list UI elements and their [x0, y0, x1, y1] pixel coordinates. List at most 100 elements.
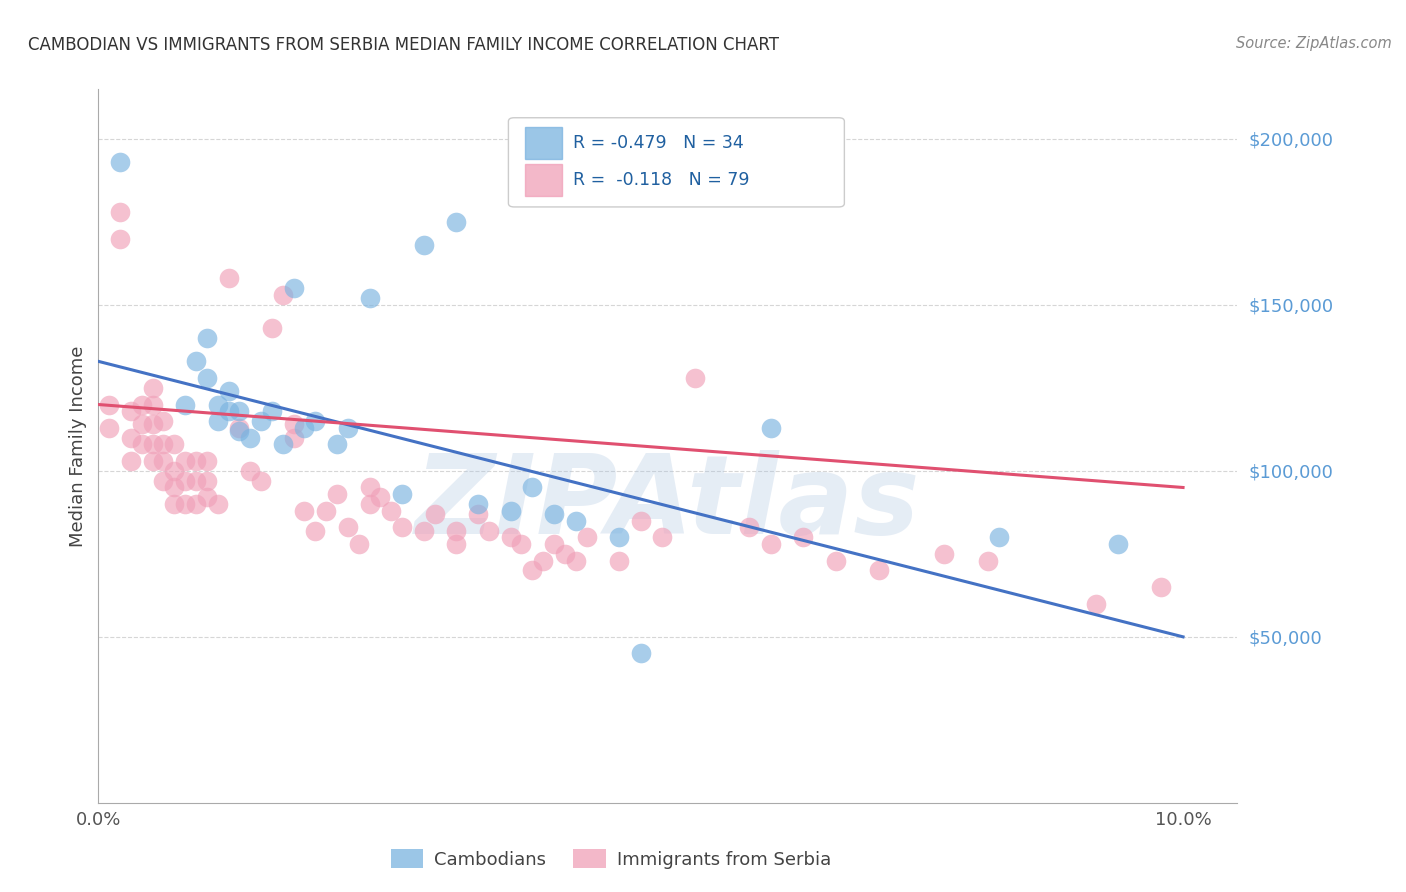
- Point: [522, 564, 544, 578]
- Point: [304, 524, 326, 538]
- FancyBboxPatch shape: [509, 118, 845, 207]
- Point: [271, 437, 294, 451]
- Point: [195, 331, 218, 345]
- Point: [195, 474, 218, 488]
- Point: [108, 155, 131, 169]
- Point: [412, 524, 434, 538]
- Point: [1085, 597, 1108, 611]
- Point: [283, 281, 305, 295]
- Point: [174, 397, 197, 411]
- Point: [120, 431, 142, 445]
- Point: [759, 537, 782, 551]
- Point: [184, 497, 207, 511]
- Point: [868, 564, 890, 578]
- Point: [564, 553, 586, 567]
- Point: [825, 553, 848, 567]
- Point: [142, 397, 165, 411]
- Point: [359, 497, 381, 511]
- Point: [184, 474, 207, 488]
- Point: [446, 524, 468, 538]
- Point: [152, 474, 174, 488]
- Point: [184, 354, 207, 368]
- Point: [131, 397, 153, 411]
- Point: [142, 437, 165, 451]
- Text: CAMBODIAN VS IMMIGRANTS FROM SERBIA MEDIAN FAMILY INCOME CORRELATION CHART: CAMBODIAN VS IMMIGRANTS FROM SERBIA MEDI…: [28, 36, 779, 54]
- Text: R =  -0.118   N = 79: R = -0.118 N = 79: [574, 171, 749, 189]
- Point: [336, 520, 359, 534]
- Point: [499, 504, 522, 518]
- Point: [250, 414, 273, 428]
- Point: [163, 464, 186, 478]
- Point: [359, 481, 381, 495]
- Text: R = -0.479   N = 34: R = -0.479 N = 34: [574, 134, 744, 152]
- Point: [630, 647, 652, 661]
- Text: Source: ZipAtlas.com: Source: ZipAtlas.com: [1236, 36, 1392, 51]
- Point: [152, 414, 174, 428]
- Point: [683, 371, 706, 385]
- Point: [467, 507, 489, 521]
- Point: [630, 514, 652, 528]
- Point: [195, 454, 218, 468]
- Point: [1150, 580, 1173, 594]
- Point: [283, 417, 305, 432]
- Point: [531, 553, 554, 567]
- Point: [260, 404, 283, 418]
- Point: [391, 487, 413, 501]
- Point: [792, 530, 814, 544]
- Point: [195, 491, 218, 505]
- Point: [499, 530, 522, 544]
- Legend: Cambodians, Immigrants from Serbia: Cambodians, Immigrants from Serbia: [384, 842, 838, 876]
- Point: [260, 321, 283, 335]
- Bar: [526, 127, 562, 159]
- Point: [163, 481, 186, 495]
- Point: [250, 474, 273, 488]
- Point: [575, 530, 598, 544]
- Point: [152, 454, 174, 468]
- Point: [120, 404, 142, 418]
- Point: [759, 421, 782, 435]
- Point: [131, 417, 153, 432]
- Point: [607, 553, 630, 567]
- Y-axis label: Median Family Income: Median Family Income: [69, 345, 87, 547]
- Point: [174, 474, 197, 488]
- Point: [218, 384, 240, 399]
- Point: [467, 497, 489, 511]
- Point: [163, 437, 186, 451]
- Point: [152, 437, 174, 451]
- Point: [446, 215, 468, 229]
- Point: [207, 397, 229, 411]
- Point: [326, 437, 349, 451]
- Point: [315, 504, 337, 518]
- Point: [271, 288, 294, 302]
- Point: [283, 431, 305, 445]
- Point: [218, 271, 240, 285]
- Point: [934, 547, 956, 561]
- Point: [174, 497, 197, 511]
- Point: [207, 414, 229, 428]
- Point: [478, 524, 501, 538]
- Point: [304, 414, 326, 428]
- Point: [738, 520, 761, 534]
- Point: [108, 231, 131, 245]
- Point: [987, 530, 1010, 544]
- Point: [380, 504, 402, 518]
- Point: [294, 421, 316, 435]
- Point: [522, 481, 544, 495]
- Point: [554, 547, 576, 561]
- Point: [131, 437, 153, 451]
- Point: [543, 537, 565, 551]
- Point: [142, 381, 165, 395]
- Point: [423, 507, 446, 521]
- Point: [142, 454, 165, 468]
- Point: [294, 504, 316, 518]
- Point: [120, 454, 142, 468]
- Point: [218, 404, 240, 418]
- Point: [195, 371, 218, 385]
- Point: [446, 537, 468, 551]
- Point: [239, 431, 262, 445]
- Point: [359, 291, 381, 305]
- Point: [336, 421, 359, 435]
- Text: ZIPAtlas: ZIPAtlas: [415, 450, 921, 557]
- Point: [510, 537, 533, 551]
- Point: [207, 497, 229, 511]
